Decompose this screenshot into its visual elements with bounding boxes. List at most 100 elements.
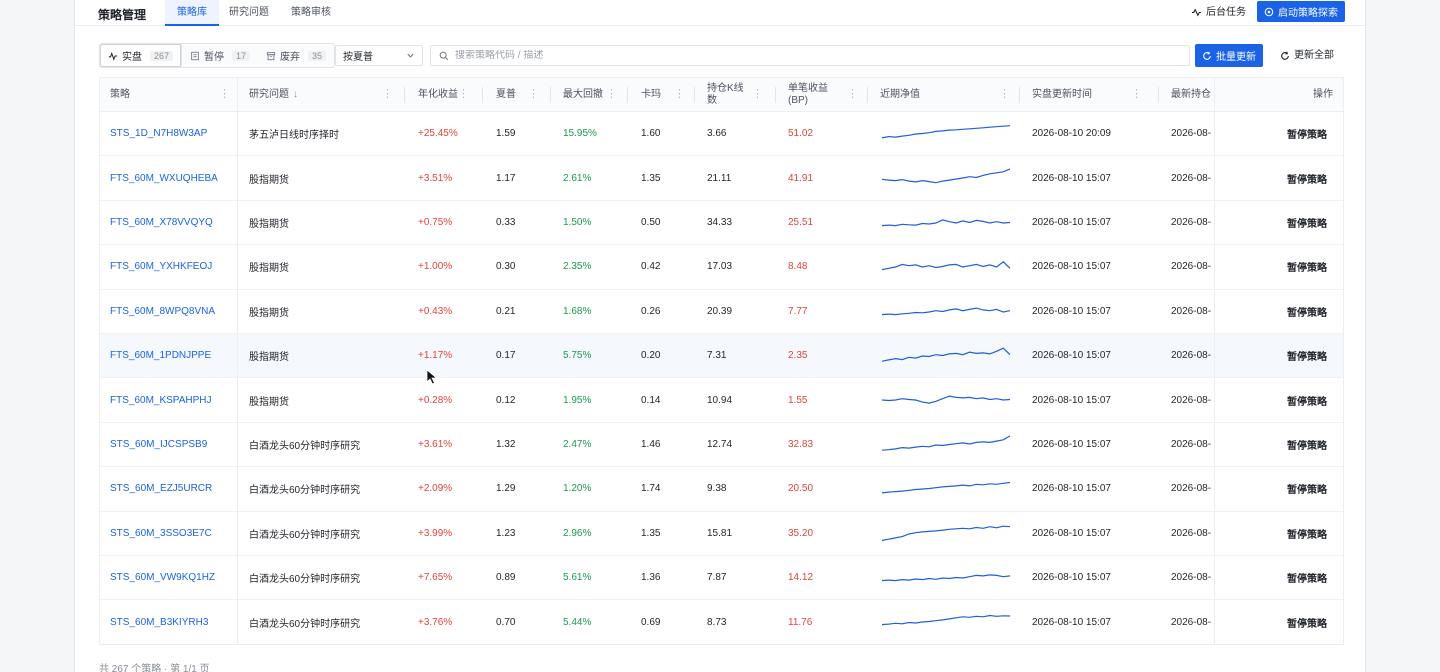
nav-sparkline-line xyxy=(881,261,1011,271)
per-trade-bp-cell: 11.76 xyxy=(788,616,813,628)
table-row[interactable]: STS_60M_IJCSPSB9 白酒龙头60分钟时序研究 +3.61% 1.32 2.… xyxy=(100,422,1343,468)
strategy-code-link[interactable]: STS_60M_B3KIYRH3 xyxy=(110,616,209,628)
column-menu-icon[interactable]: ⋮ xyxy=(458,88,469,100)
column-header-per-trade-bp[interactable]: 单笔收益(BP) ⋮ xyxy=(788,78,864,112)
strategy-code-link[interactable]: STS_60M_VW9KQ1HZ xyxy=(110,572,216,584)
strategy-code-link[interactable]: FTS_60M_8WPQ8VNA xyxy=(110,305,216,317)
column-menu-icon[interactable]: ⋮ xyxy=(674,88,685,100)
activity-icon xyxy=(1191,8,1202,17)
column-header-holding-bars[interactable]: 持仓K线数 ⋮ xyxy=(707,78,769,112)
pause-strategy-button[interactable]: 暂停策略 xyxy=(1287,618,1327,630)
nav-sparkline-line xyxy=(881,168,1011,184)
live-update-time-cell: 2026-08-10 20:09 xyxy=(1032,128,1111,140)
calmar-cell: 1.74 xyxy=(641,483,661,495)
column-header-recent-nav[interactable]: 近期净值 ⋮ xyxy=(880,78,1016,112)
column-menu-icon[interactable]: ⋮ xyxy=(1131,88,1142,100)
background-tasks-button[interactable]: 后台任务 xyxy=(1191,3,1246,22)
table-row[interactable]: STS_60M_VW9KQ1HZ 白酒龙头60分钟时序研究 +7.65% 0.89 5.… xyxy=(100,556,1343,601)
target-icon xyxy=(1264,7,1274,16)
column-menu-icon[interactable]: ⋮ xyxy=(219,88,230,100)
start-exploration-button[interactable]: 启动策略探索 xyxy=(1257,1,1345,22)
table-row[interactable]: STS_60M_3SSO3E7C 白酒龙头60分钟时序研究 +3.99% 1.23 2.… xyxy=(100,511,1343,556)
table-row[interactable]: FTS_60M_WXUQHEBA 股指期货 +3.51% 1.17 2.61% 1.35 2… xyxy=(100,156,1343,201)
segment-paused-count: 17 xyxy=(232,50,251,61)
tab-strategy-review[interactable]: 策略审核 xyxy=(291,7,331,18)
table-row[interactable]: STS_60M_B3KIYRH3 白酒龙头60分钟时序研究 +3.76% 0.70 5.… xyxy=(100,600,1343,644)
column-menu-icon[interactable]: ⋮ xyxy=(606,88,617,100)
fixed-column-divider xyxy=(1214,289,1215,333)
nav-sparkline xyxy=(881,347,1011,362)
tab-strategy-library[interactable]: 策略库 xyxy=(165,0,219,26)
tab-research-questions[interactable]: 研究问题 xyxy=(229,7,269,18)
strategy-code-link[interactable]: FTS_60M_WXUQHEBA xyxy=(110,172,218,184)
table-row[interactable]: FTS_60M_KSPAHPHJ 股指期货 +0.28% 0.12 1.95% 0.14 1… xyxy=(100,378,1343,423)
sharpe-cell: 0.17 xyxy=(496,350,516,362)
segment-paused[interactable]: 暂停 17 xyxy=(182,44,258,67)
pause-strategy-button[interactable]: 暂停策略 xyxy=(1287,218,1327,230)
update-all-label: 更新全部 xyxy=(1294,50,1334,61)
sort-arrow-icon[interactable]: ↓ xyxy=(293,89,298,100)
pause-strategy-button[interactable]: 暂停策略 xyxy=(1287,574,1327,586)
fixed-column-divider xyxy=(237,200,238,245)
pause-strategy-button[interactable]: 暂停策略 xyxy=(1287,307,1327,319)
column-menu-icon[interactable]: ⋮ xyxy=(847,88,858,100)
pause-strategy-button[interactable]: 暂停策略 xyxy=(1287,529,1327,541)
column-header-research-topic[interactable]: 研究问题 ↓ ⋮ xyxy=(249,78,399,112)
strategy-code-link[interactable]: FTS_60M_X78VVQYQ xyxy=(110,216,213,228)
live-update-time-cell: 2026-08-10 15:07 xyxy=(1032,261,1111,273)
max-drawdown-cell: 5.75% xyxy=(563,350,592,362)
update-all-button[interactable]: 更新全部 xyxy=(1280,46,1334,65)
fixed-column-divider xyxy=(237,334,238,378)
status-segmented-control: 实盘 267 暂停 17 废弃 35 xyxy=(99,43,336,68)
column-menu-icon[interactable]: ⋮ xyxy=(752,88,763,100)
holding-bars-cell: 7.87 xyxy=(707,572,727,584)
pause-strategy-button[interactable]: 暂停策略 xyxy=(1287,263,1327,275)
latest-position-cell: 2026-08- xyxy=(1171,572,1212,584)
fixed-column-divider xyxy=(237,467,238,511)
sharpe-cell: 1.59 xyxy=(496,128,516,140)
strategy-code-link[interactable]: STS_1D_N7H8W3AP xyxy=(110,128,208,140)
column-header-calmar[interactable]: 卡玛 ⋮ xyxy=(641,78,691,112)
search-input[interactable] xyxy=(455,50,1181,61)
column-header-annual-return[interactable]: 年化收益 ⋮ xyxy=(418,78,475,112)
holding-bars-cell: 20.39 xyxy=(707,305,733,317)
strategy-code-link[interactable]: FTS_60M_1PDNJPPE xyxy=(110,350,212,362)
segment-live[interactable]: 实盘 267 xyxy=(100,44,183,67)
pause-strategy-button[interactable]: 暂停策略 xyxy=(1287,352,1327,364)
latest-position-cell: 2026-08- xyxy=(1171,216,1212,228)
max-drawdown-cell: 2.35% xyxy=(563,261,592,273)
batch-update-button[interactable]: 批量更新 xyxy=(1195,44,1263,67)
pause-strategy-button[interactable]: 暂停策略 xyxy=(1287,440,1327,452)
segment-archived[interactable]: 废弃 35 xyxy=(258,44,334,67)
mouse-cursor-icon xyxy=(426,369,438,385)
calmar-cell: 0.20 xyxy=(641,350,661,362)
column-header-latest-position[interactable]: 最新持仓 xyxy=(1171,78,1213,112)
column-header-sharpe[interactable]: 夏普 ⋮ xyxy=(496,78,545,112)
pause-strategy-button[interactable]: 暂停策略 xyxy=(1287,130,1327,142)
strategy-code-link[interactable]: STS_60M_3SSO3E7C xyxy=(110,527,212,539)
table-row[interactable]: STS_60M_EZJ5URCR 白酒龙头60分钟时序研究 +2.09% 1.29 1.… xyxy=(100,467,1343,512)
table-row[interactable]: FTS_60M_X78VVQYQ 股指期货 +0.75% 0.33 1.50% 0.50 3… xyxy=(100,200,1343,246)
column-header-live-update-time[interactable]: 实盘更新时间 ⋮ xyxy=(1032,78,1148,112)
research-topic-cell: 茅五泸日线时序择时 xyxy=(249,130,339,142)
column-menu-icon[interactable]: ⋮ xyxy=(999,88,1010,100)
pause-strategy-button[interactable]: 暂停策略 xyxy=(1287,485,1327,497)
column-menu-icon[interactable]: ⋮ xyxy=(382,88,393,100)
sort-select[interactable]: 按夏普 xyxy=(335,45,423,66)
strategy-code-link[interactable]: FTS_60M_YXHKFEOJ xyxy=(110,261,213,273)
search-box xyxy=(430,45,1190,66)
strategy-code-link[interactable]: STS_60M_IJCSPSB9 xyxy=(110,438,208,450)
table-row[interactable]: FTS_60M_YXHKFEOJ 股指期货 +1.00% 0.30 2.35% 0.42 1… xyxy=(100,245,1343,290)
pause-strategy-button[interactable]: 暂停策略 xyxy=(1287,174,1327,186)
column-menu-icon[interactable]: ⋮ xyxy=(528,88,539,100)
segment-archived-label: 废弃 xyxy=(280,52,301,63)
table-row[interactable]: FTS_60M_8WPQ8VNA 股指期货 +0.43% 0.21 1.68% 0.26 2… xyxy=(100,289,1343,334)
table-row[interactable]: FTS_60M_1PDNJPPE 股指期货 +1.17% 0.17 5.75% 0.20 7… xyxy=(100,334,1343,379)
table-row[interactable]: STS_1D_N7H8W3AP 茅五泸日线时序择时 +25.45% 1.59 15.95… xyxy=(100,112,1343,157)
column-header-max-drawdown[interactable]: 最大回撤 ⋮ xyxy=(563,78,623,112)
strategy-code-link[interactable]: FTS_60M_KSPAHPHJ xyxy=(110,394,212,406)
holding-bars-cell: 34.33 xyxy=(707,216,733,228)
column-header-strategy[interactable]: 策略 ⋮ xyxy=(110,78,236,112)
pause-strategy-button[interactable]: 暂停策略 xyxy=(1287,396,1327,408)
strategy-code-link[interactable]: STS_60M_EZJ5URCR xyxy=(110,483,213,495)
